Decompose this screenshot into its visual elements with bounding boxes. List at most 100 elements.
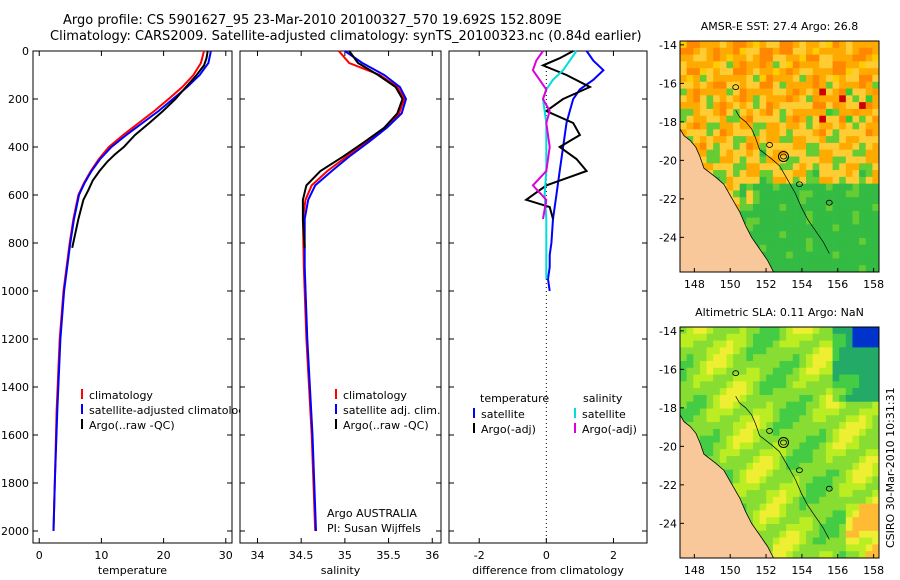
map-cell: [792, 415, 800, 423]
map-cell: [812, 231, 820, 239]
map-cell: [713, 81, 721, 89]
land-mass: [679, 127, 775, 273]
map-cell: [845, 360, 853, 369]
map-cell: [859, 217, 867, 225]
map-cell: [693, 108, 701, 117]
map-cell: [792, 374, 800, 382]
map-cell: [839, 347, 847, 355]
map-cell: [680, 354, 688, 362]
map-cell: [706, 41, 714, 49]
map-cell: [845, 258, 853, 266]
map-cell: [865, 217, 873, 225]
map-cell: [832, 204, 840, 212]
map-cell: [713, 47, 721, 55]
map-cell: [859, 333, 867, 341]
map-cell: [832, 231, 840, 239]
map-cell: [806, 442, 814, 450]
map-cell: [733, 360, 741, 369]
map-cell: [872, 102, 880, 110]
map-cell: [719, 401, 727, 409]
map-cell: [726, 183, 734, 191]
legend: temperaturesatelliteArgo(-adj)salinitysa…: [473, 392, 637, 436]
map-cell: [733, 367, 741, 375]
map-cell: [693, 340, 701, 348]
map-cell: [872, 354, 880, 362]
map-cell: [766, 217, 774, 225]
map-cell: [859, 327, 867, 335]
map-cell: [739, 381, 747, 389]
map-cell: [859, 251, 867, 259]
map-cell: [719, 428, 727, 437]
map-cell: [733, 347, 741, 355]
map-cell: [733, 354, 741, 362]
map-cell: [772, 122, 780, 130]
map-cell: [825, 224, 833, 232]
map-cell: [792, 483, 800, 491]
map-cell: [825, 503, 833, 511]
map-cell: [859, 483, 867, 491]
map-cell: [812, 190, 820, 198]
map-cell: [812, 456, 820, 464]
map-cell: [806, 483, 814, 491]
map-cell: [832, 524, 840, 532]
map-cell: [819, 394, 827, 403]
map-cell: [739, 122, 747, 130]
map-cell: [772, 217, 780, 225]
map-cell: [746, 190, 754, 198]
map-cell: [839, 428, 847, 437]
map-cell: [839, 354, 847, 362]
reef-outline: [766, 428, 773, 434]
map-y-tick-label: -22: [659, 479, 677, 492]
map-cell: [766, 238, 774, 246]
map-cell: [852, 408, 860, 416]
map-cell: [825, 129, 833, 137]
map-cell: [872, 95, 880, 103]
map-cell: [839, 401, 847, 409]
map-cell: [845, 374, 853, 382]
map-cell: [713, 401, 721, 409]
map-cell: [680, 61, 688, 69]
map-cell: [832, 428, 840, 437]
map-cell: [680, 115, 688, 123]
map-cell: [792, 81, 800, 89]
map-cell: [779, 360, 787, 369]
map-cell: [812, 81, 820, 89]
map-cell: [792, 360, 800, 369]
legend-label: satellite: [481, 408, 525, 421]
map-cell: [746, 496, 754, 505]
map-cell: [799, 102, 807, 110]
map-cell: [752, 408, 760, 416]
map-cell: [852, 238, 860, 246]
map-cell: [746, 41, 754, 49]
map-frame: [679, 326, 880, 559]
map-cell: [839, 74, 847, 83]
map-cell: [806, 449, 814, 457]
map-cell: [819, 388, 827, 396]
reef-outline: [796, 467, 803, 474]
map-cell: [752, 47, 760, 55]
map-cell: [733, 374, 741, 382]
map-cell: [739, 136, 747, 144]
map-cell: [766, 61, 774, 69]
map-cell: [812, 551, 820, 559]
map-cell: [779, 88, 787, 96]
map-cell: [733, 483, 741, 491]
map-y-tick-label: -20: [659, 440, 677, 453]
map-cell: [699, 149, 707, 157]
map-cell: [859, 54, 867, 62]
map-cell: [852, 483, 860, 491]
map-cell: [786, 115, 794, 123]
map-cell: [792, 129, 800, 137]
map-cell: [845, 490, 853, 498]
map-cell: [839, 244, 847, 253]
map-cell: [719, 163, 727, 171]
map-cell: [792, 476, 800, 484]
map-cell: [819, 340, 827, 348]
map-cell: [759, 204, 767, 212]
map-cell: [839, 415, 847, 423]
map-cell: [693, 41, 701, 49]
map-cell: [746, 354, 754, 362]
map-cell: [845, 156, 853, 164]
map-cell: [825, 122, 833, 130]
map-cell: [839, 163, 847, 171]
